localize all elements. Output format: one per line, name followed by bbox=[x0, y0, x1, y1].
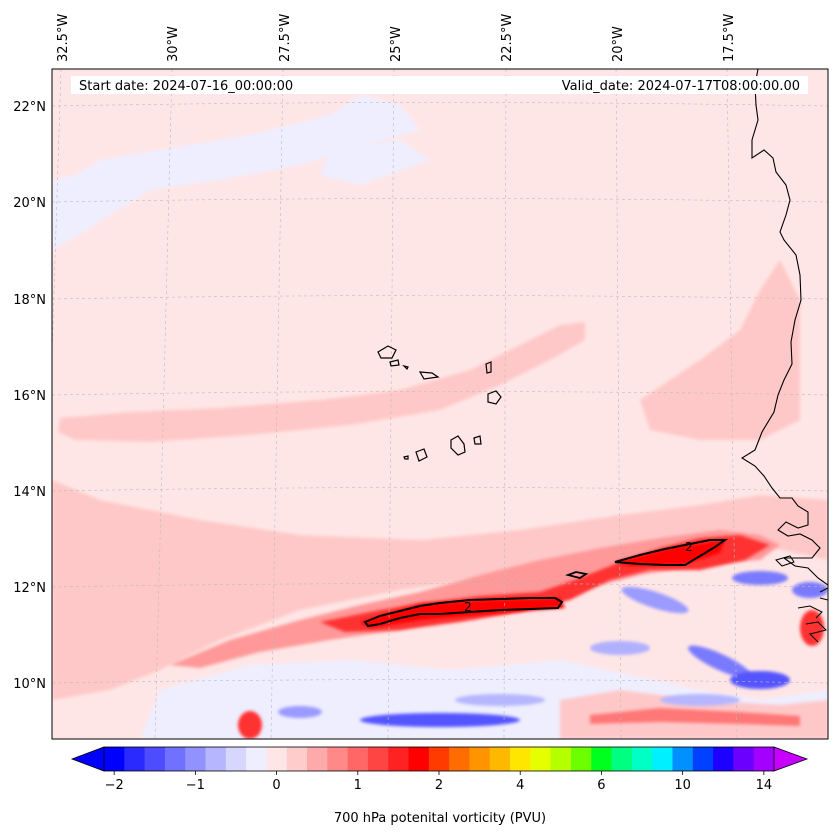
pv-2-contour bbox=[614, 539, 729, 566]
red-spot bbox=[800, 610, 824, 646]
lon-label: 30°W bbox=[166, 26, 181, 62]
colorbar-cell bbox=[489, 747, 511, 771]
colorbar-tick-label: 14 bbox=[756, 778, 773, 793]
colorbar-cell bbox=[631, 747, 653, 771]
lon-label: 20°W bbox=[611, 26, 626, 62]
pv-2-contour bbox=[564, 571, 589, 579]
blue-patch bbox=[52, 95, 420, 250]
red-core bbox=[615, 540, 725, 566]
lat-label: 14°N bbox=[13, 485, 46, 500]
colorbar-tick-label: 2 bbox=[435, 778, 443, 793]
colorbar-cell bbox=[367, 747, 389, 771]
colorbar-cell bbox=[550, 747, 572, 771]
lon-label: 27.5°W bbox=[278, 14, 293, 62]
pv-field bbox=[52, 69, 828, 739]
blue-eddy bbox=[360, 713, 520, 727]
colorbar-cell bbox=[144, 747, 166, 771]
lon-label: 32.5°W bbox=[56, 14, 71, 62]
colorbar-cell bbox=[388, 747, 410, 771]
red-streak bbox=[590, 708, 800, 726]
pink-band bbox=[52, 480, 828, 700]
start-date-label: Start date: 2024-07-16_00:00:00 bbox=[79, 79, 293, 94]
colorbar-cell bbox=[510, 747, 531, 771]
blue-eddy bbox=[278, 706, 322, 718]
contour-label: 2 bbox=[685, 540, 693, 554]
colorbar-cell bbox=[205, 747, 227, 771]
colorbar-cell bbox=[530, 747, 552, 771]
colorbar-cell bbox=[428, 747, 450, 771]
colorbar-cell bbox=[327, 747, 349, 771]
colorbar-cell bbox=[408, 747, 430, 771]
contour-label: 2 bbox=[464, 600, 472, 614]
colorbar-tick-label: −1 bbox=[186, 778, 205, 793]
colorbar-under-arrow bbox=[70, 746, 105, 772]
colorbar-tick-label: 0 bbox=[272, 778, 280, 793]
colorbar-cell bbox=[164, 747, 186, 771]
colorbar-cell bbox=[652, 747, 673, 771]
africa-coastline bbox=[740, 69, 828, 586]
lat-label: 10°N bbox=[13, 677, 46, 692]
lat-label: 20°N bbox=[13, 196, 46, 211]
colorbar-cell bbox=[104, 747, 125, 771]
colorbar-label: 700 hPa potenital vorticity (PVU) bbox=[334, 811, 546, 826]
header-box bbox=[71, 76, 808, 94]
lon-label: 22.5°W bbox=[500, 14, 515, 62]
colorbar-cell bbox=[591, 747, 613, 771]
africa-coastline bbox=[805, 621, 827, 643]
lat-label: 12°N bbox=[13, 581, 46, 596]
colorbar-cell bbox=[469, 747, 491, 771]
colorbar-cell bbox=[611, 747, 633, 771]
colorbar-tick-label: 4 bbox=[516, 778, 524, 793]
colorbar-cell bbox=[672, 747, 694, 771]
blue-eddy bbox=[732, 571, 788, 585]
colorbar-cell bbox=[692, 747, 714, 771]
colorbar: −2 −1 0 1 2 4 6 10 14 bbox=[70, 746, 809, 793]
colorbar-cell bbox=[124, 747, 146, 771]
lat-label: 16°N bbox=[13, 389, 46, 404]
colorbar-cell bbox=[347, 747, 369, 771]
colorbar-cell bbox=[307, 747, 328, 771]
colorbar-tick-label: 1 bbox=[354, 778, 362, 793]
africa-coastline bbox=[819, 587, 828, 601]
red-spot bbox=[238, 711, 262, 739]
blue-eddy bbox=[730, 671, 790, 689]
blue-patch bbox=[320, 140, 430, 185]
longitude-labels: 32.5°W 30°W 27.5°W 25°W 22.5°W 20°W 17.5… bbox=[56, 14, 737, 62]
lat-label: 22°N bbox=[13, 100, 46, 115]
colorbar-cell bbox=[286, 747, 308, 771]
cape-verde-islands bbox=[377, 345, 502, 462]
blue-eddy bbox=[621, 586, 689, 614]
colorbar-over-arrow bbox=[773, 746, 809, 772]
colorbar-cell bbox=[246, 747, 267, 771]
colorbar-cell bbox=[570, 747, 592, 771]
colorbar-tick-label: −2 bbox=[105, 778, 124, 793]
lat-label: 18°N bbox=[13, 293, 46, 308]
colorbar-cell bbox=[225, 747, 247, 771]
africa-coastline bbox=[775, 555, 795, 567]
blue-eddy bbox=[792, 582, 828, 598]
lon-label: 25°W bbox=[389, 26, 404, 62]
latitude-labels: 22°N 20°N 18°N 16°N 14°N 12°N 10°N bbox=[13, 100, 46, 692]
pink-band bbox=[58, 322, 585, 442]
colorbar-cell bbox=[733, 747, 755, 771]
colorbar-cell bbox=[449, 747, 470, 771]
gridlines bbox=[52, 69, 828, 739]
colorbar-tick-label: 10 bbox=[674, 778, 691, 793]
colorbar-cell bbox=[713, 747, 734, 771]
lon-label: 17.5°W bbox=[722, 14, 737, 62]
colorbar-cell bbox=[185, 747, 207, 771]
colorbar-cell bbox=[753, 747, 775, 771]
colorbar-tick-label: 6 bbox=[597, 778, 605, 793]
map-frame bbox=[51, 68, 829, 740]
pv-2-contour bbox=[363, 597, 564, 628]
valid-date-label: Valid_date: 2024-07-17T08:00:00.00 bbox=[562, 79, 800, 94]
blue-eddy bbox=[660, 694, 740, 706]
pink-band bbox=[640, 260, 800, 440]
colorbar-cell bbox=[266, 747, 288, 771]
africa-coastline bbox=[797, 605, 823, 619]
blue-eddy bbox=[590, 641, 650, 655]
blue-eddy bbox=[455, 694, 545, 706]
